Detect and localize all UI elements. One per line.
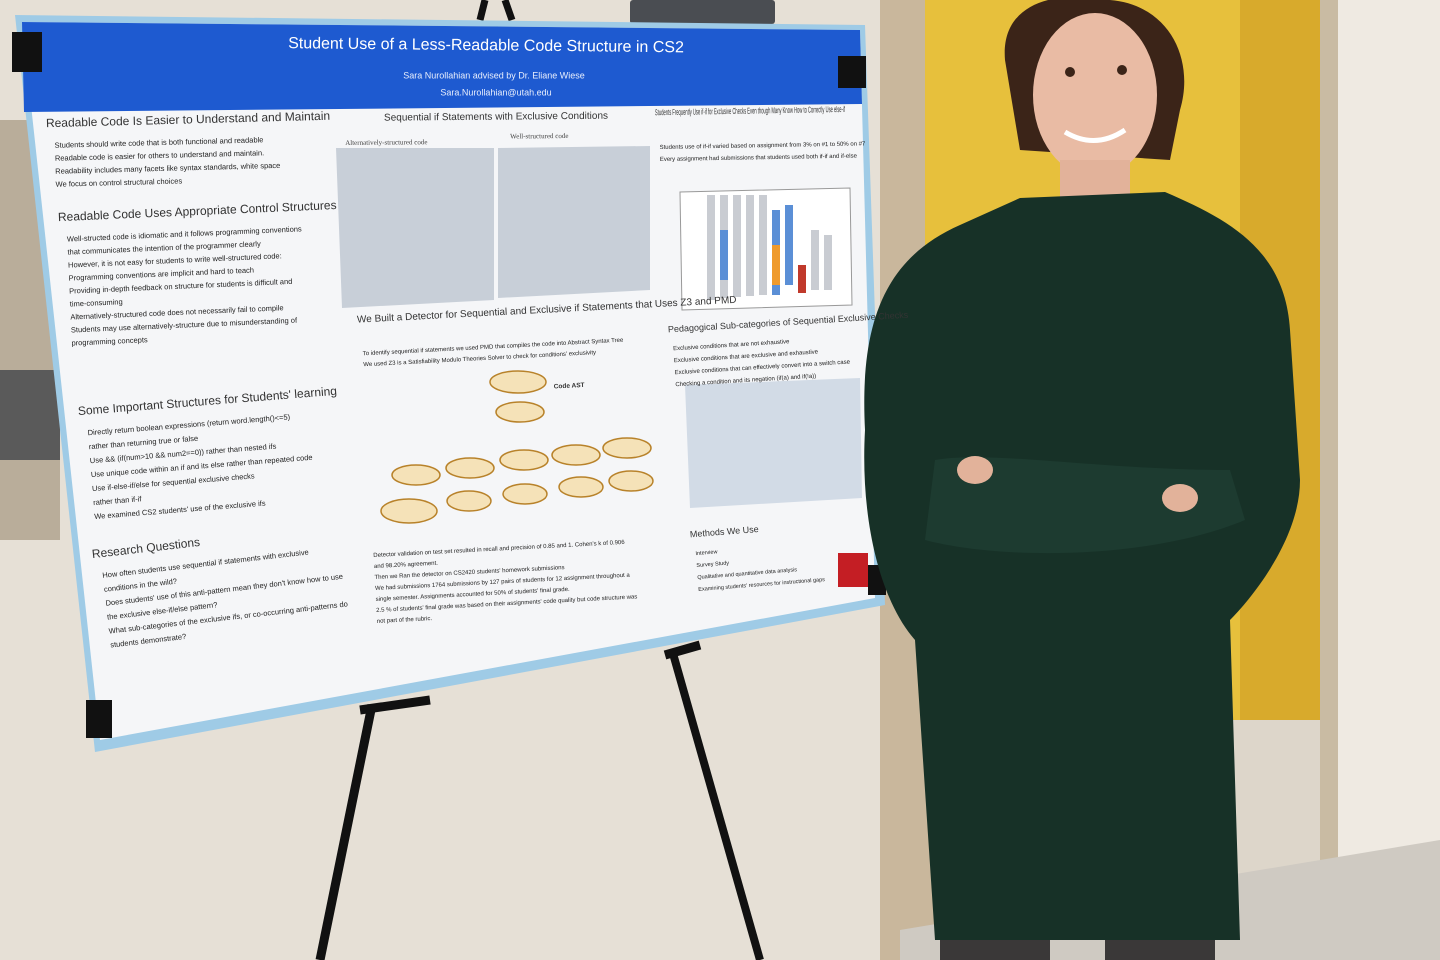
ast-node [502,483,548,505]
section-heading: Sequential if Statements with Exclusive … [384,111,608,124]
code-panel [685,378,862,508]
dress [864,192,1300,940]
section-line: Interview [695,549,717,557]
ast-node [499,449,549,471]
easel-ledge [359,695,431,715]
eye [1065,67,1075,77]
section-heading: Students Frequently Use if-if for Exclus… [655,104,845,117]
diagram-label: Code AST [554,382,585,391]
wall-right [1325,0,1440,960]
university-logo [838,553,868,587]
ast-node [446,490,492,512]
easel-top [501,0,516,22]
easel-top [476,0,489,21]
poster-title: Student Use of a Less-Readable Code Stru… [288,35,684,56]
ast-diagram [380,370,654,524]
section-line: We focus on control structural choices [55,176,182,188]
poster-authors: Sara Nurollahian advised by Dr. Eliane W… [403,70,585,80]
section-line: not part of the rubric. [377,616,433,625]
easel-leg [315,704,377,960]
ast-node [489,370,547,394]
ast-node [608,470,654,492]
code-panel [336,148,494,308]
poster-section: Sequential if Statements with Exclusive … [345,111,608,147]
section-line: rather than if-if [93,494,143,507]
section-line: Every assignment had submissions that st… [660,154,858,163]
poster-header [22,22,862,112]
section-line: time-consuming [70,297,123,308]
eye [1117,65,1127,75]
code-caption: Alternatively-structured code [345,138,427,147]
smile [1063,127,1127,143]
binder-clip [12,32,42,72]
chart-bar [707,195,715,300]
legs [940,940,1050,960]
ast-node [380,498,438,524]
chart-bar [720,230,728,280]
ast-node [391,464,441,486]
chart-bar [785,205,793,285]
chart-bar [746,195,754,296]
easel-ledge [663,640,702,660]
section-line: and 98.20% agreement. [374,561,439,570]
ast-node [602,437,652,459]
ast-node [551,444,601,466]
room-sign [630,0,775,24]
chart-bar [733,195,741,297]
face [1033,13,1157,177]
poster-email: Sara.Nurollahian@utah.edu [440,87,551,97]
chart-bar [811,230,819,290]
poster-section: Students Frequently Use if-if for Exclus… [655,104,866,163]
legs [1105,940,1215,960]
code-caption: Well-structured code [510,132,568,141]
chart-bar [798,265,806,293]
ast-node [495,401,545,423]
binder-clip [86,700,112,738]
binder-clip [838,56,866,88]
section-line: programming concepts [71,335,148,347]
hand [957,456,993,484]
crossed-arms [925,457,1245,554]
chart-bar [824,235,832,290]
section-line: Survey Study [696,560,729,569]
ast-node [558,476,604,498]
code-panel [498,146,650,298]
person [864,0,1300,960]
section-line: Students use of if-if varied based on as… [660,141,867,151]
hand [1162,484,1198,512]
ast-node [445,457,495,479]
chart-bar [759,195,767,295]
poster [22,22,875,740]
dark-area [0,370,60,460]
chart-bar [772,245,780,285]
easel-leg [668,648,764,960]
frame-right [1320,0,1338,960]
chart-bars [707,195,832,300]
